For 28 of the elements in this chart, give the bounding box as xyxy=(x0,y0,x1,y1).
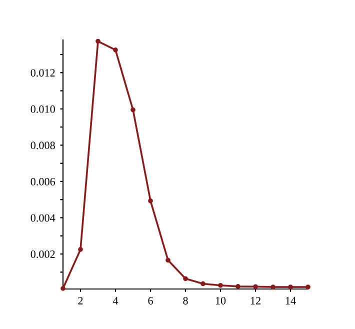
point xyxy=(148,198,153,204)
point xyxy=(183,276,188,282)
point xyxy=(166,258,170,263)
point xyxy=(270,284,276,290)
point xyxy=(78,247,83,252)
point xyxy=(236,284,240,289)
y-tick-label: 0.004 xyxy=(30,214,56,222)
y-tick-label: 0.012 xyxy=(30,69,55,77)
x-tick-label: 2 xyxy=(78,296,83,304)
x-tick-label: 4 xyxy=(112,297,118,304)
x-tick-label: 6 xyxy=(148,296,153,304)
x-tick-label: 12 xyxy=(250,296,260,304)
point xyxy=(288,284,293,290)
x-tick-label: 10 xyxy=(216,296,226,304)
point xyxy=(113,48,118,52)
point xyxy=(253,284,258,290)
y-tick-label: 0.002 xyxy=(30,250,55,258)
point xyxy=(218,282,223,288)
point xyxy=(60,286,66,291)
point xyxy=(96,38,100,44)
y-tick-label: 0.006 xyxy=(30,178,56,186)
x-tick-label: 14 xyxy=(286,297,296,304)
point xyxy=(306,284,310,290)
x-tick-label: 8 xyxy=(183,296,188,304)
point xyxy=(200,281,206,286)
y-tick-label: 0.008 xyxy=(30,142,55,150)
point xyxy=(130,107,136,112)
y-tick-label: 0.010 xyxy=(30,105,55,113)
